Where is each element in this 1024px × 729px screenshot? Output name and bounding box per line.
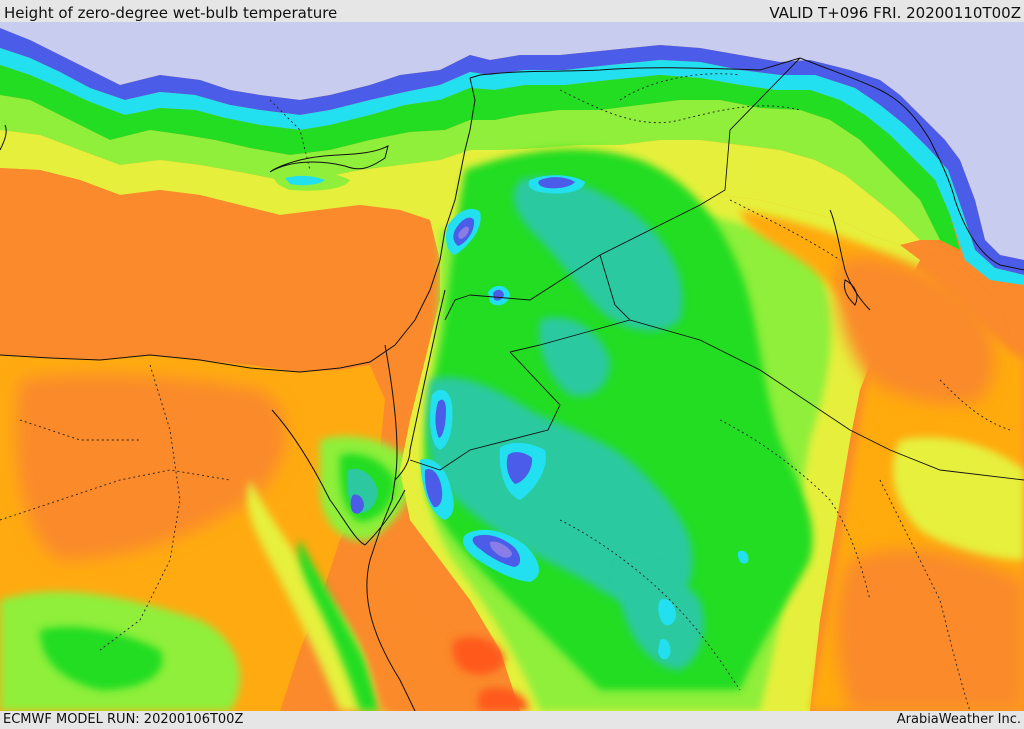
southeast-orange <box>836 549 1024 711</box>
jordan-blue-1 <box>506 452 533 484</box>
mediterranean-orange <box>0 168 440 372</box>
provider-credit: ArabiaWeather Inc. <box>896 712 1021 727</box>
judea-blue <box>435 399 446 438</box>
north-lightgreen-belt <box>0 95 940 240</box>
lebanon-violet <box>458 226 469 239</box>
east-orange-inner <box>836 257 994 404</box>
redsea-red-2 <box>477 687 528 711</box>
egypt-green-patch2 <box>40 626 163 690</box>
syria-blue-core <box>538 177 575 189</box>
egypt-orange-blob <box>16 374 286 560</box>
hijaz-violet <box>489 541 512 558</box>
north-yellow-band <box>0 130 920 245</box>
sinai-blue <box>350 494 364 514</box>
borders <box>409 57 1024 481</box>
nile-green-strip <box>298 540 380 711</box>
southeast-cyan <box>658 598 676 626</box>
coastlines <box>0 57 1024 711</box>
weather-map <box>0 22 1024 711</box>
north-pale-zone <box>0 22 1024 260</box>
north-green-belt <box>0 65 960 250</box>
redsea-red-1 <box>452 636 505 675</box>
southeast-cyan2 <box>658 638 671 660</box>
interior-teal-1 <box>513 177 683 331</box>
gulf-cyan <box>737 550 749 564</box>
model-run: ECMWF MODEL RUN: 20200106T00Z <box>3 712 244 727</box>
cyprus-cyan <box>285 175 325 186</box>
footer-bar <box>0 711 1024 729</box>
red-sea-orange <box>340 540 500 711</box>
interior-teal-4 <box>539 317 610 397</box>
aqaba-blue <box>424 468 443 508</box>
interior-teal-2 <box>426 377 693 604</box>
gulf-yellow <box>892 437 1024 560</box>
valid-time: VALID T+096 FRI. 20200110T00Z <box>769 4 1021 22</box>
admin-boundaries <box>0 73 1011 711</box>
map-title: Height of zero-degree wet-bulb temperatu… <box>4 4 338 22</box>
map-svg <box>0 22 1024 711</box>
header-bar <box>0 0 1024 22</box>
